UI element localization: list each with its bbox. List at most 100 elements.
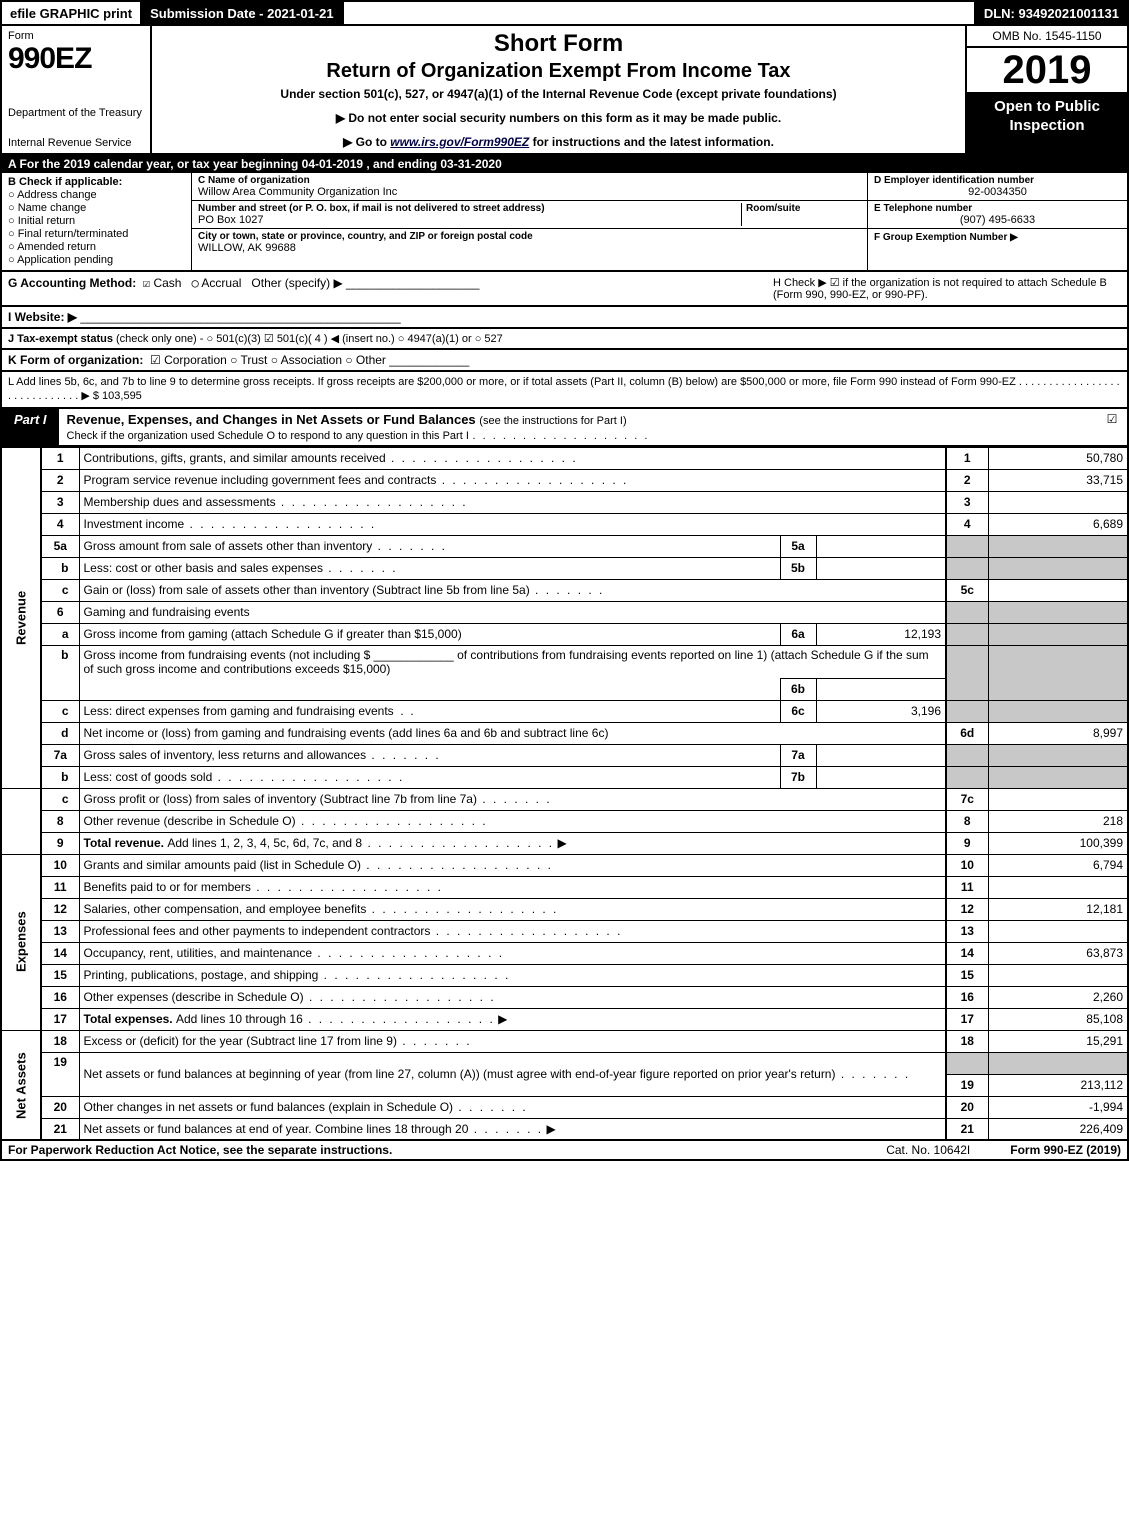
row-j: J Tax-exempt status (check only one) - ○… <box>0 329 1129 350</box>
line-15-rv <box>988 964 1128 986</box>
org-name-label: C Name of organization <box>198 175 861 186</box>
efile-print-label[interactable]: efile GRAPHIC print <box>2 2 142 24</box>
line-4-rv: 6,689 <box>988 513 1128 535</box>
arrow-icon: ▶ <box>557 836 566 850</box>
line-2-rv: 33,715 <box>988 469 1128 491</box>
line-12: 12 Salaries, other compensation, and emp… <box>1 898 1128 920</box>
line-3-rv <box>988 491 1128 513</box>
line-5c-desc: Gain or (loss) from sale of assets other… <box>84 583 530 597</box>
line-6a-num: a <box>41 623 79 645</box>
department-label: Department of the Treasury <box>8 107 144 119</box>
line-6a-mn: 6a <box>780 623 816 645</box>
line-6b-mv <box>816 678 946 700</box>
side-expenses: Expenses <box>1 854 41 1030</box>
chk-amended-return[interactable]: ○ Amended return <box>8 241 185 253</box>
instructions-post: for instructions and the latest informat… <box>529 135 774 149</box>
tax-exempt-opts[interactable]: ○ 501(c)(3) ☑ 501(c)( 4 ) ◀ (insert no.)… <box>207 333 503 345</box>
line-8: 8 Other revenue (describe in Schedule O)… <box>1 810 1128 832</box>
chk-application-pending[interactable]: ○ Application pending <box>8 254 185 266</box>
line-8-num: 8 <box>41 810 79 832</box>
line-11-rv <box>988 876 1128 898</box>
line-6: 6 Gaming and fundraising events <box>1 601 1128 623</box>
line-11-rn: 11 <box>946 876 988 898</box>
line-14: 14 Occupancy, rent, utilities, and maint… <box>1 942 1128 964</box>
line-5b-mv <box>816 557 946 579</box>
line-7c-rv <box>988 788 1128 810</box>
line-9-desc: Add lines 1, 2, 3, 4, 5c, 6d, 7c, and 8 <box>167 836 362 850</box>
line-7b-desc: Less: cost of goods sold <box>84 770 213 784</box>
line-6a-rn <box>946 623 988 645</box>
line-18-num: 18 <box>41 1030 79 1052</box>
chk-cash[interactable]: ☑ <box>143 276 150 290</box>
chk-initial-return[interactable]: ○ Initial return <box>8 215 185 227</box>
part-1-checkbox[interactable]: ☑ <box>1097 409 1127 445</box>
phone-value: (907) 495-6633 <box>874 214 1121 226</box>
line-6c-mn: 6c <box>780 700 816 722</box>
row-g: G Accounting Method: ☑ Cash ○ Accrual Ot… <box>2 272 767 305</box>
line-13-num: 13 <box>41 920 79 942</box>
chk-address-change[interactable]: ○ Address change <box>8 189 185 201</box>
line-6b-rn <box>946 645 988 700</box>
line-10: Expenses 10 Grants and similar amounts p… <box>1 854 1128 876</box>
line-16-rn: 16 <box>946 986 988 1008</box>
line-7c-desc: Gross profit or (loss) from sales of inv… <box>84 792 477 806</box>
line-6a: a Gross income from gaming (attach Sched… <box>1 623 1128 645</box>
ein-value: 92-0034350 <box>874 186 1121 198</box>
form-header: Form 990EZ Department of the Treasury In… <box>0 26 1129 155</box>
room-label: Room/suite <box>746 203 861 214</box>
chk-name-change[interactable]: ○ Name change <box>8 202 185 214</box>
line-7a-mv <box>816 744 946 766</box>
section-b-heading: B Check if applicable: <box>8 176 185 188</box>
line-7b-rv <box>988 766 1128 788</box>
side-blank-1 <box>1 788 41 854</box>
line-18-rn: 18 <box>946 1030 988 1052</box>
arrow-icon: ▶ <box>546 1122 555 1136</box>
identification-block: B Check if applicable: ○ Address change … <box>0 173 1129 272</box>
header-center: Short Form Return of Organization Exempt… <box>152 26 967 153</box>
row-l-text: L Add lines 5b, 6c, and 7b to line 9 to … <box>8 376 1120 402</box>
line-13: 13 Professional fees and other payments … <box>1 920 1128 942</box>
line-4-num: 4 <box>41 513 79 535</box>
instructions-link[interactable]: www.irs.gov/Form990EZ <box>390 135 529 149</box>
dots <box>473 430 650 442</box>
line-5a-rv <box>988 535 1128 557</box>
line-6-rv <box>988 601 1128 623</box>
line-3-num: 3 <box>41 491 79 513</box>
side-revenue: Revenue <box>1 447 41 788</box>
line-6c-mv: 3,196 <box>816 700 946 722</box>
other-specify: Other (specify) ▶ <box>251 276 342 290</box>
line-5b: b Less: cost or other basis and sales ex… <box>1 557 1128 579</box>
row-g-h: G Accounting Method: ☑ Cash ○ Accrual Ot… <box>0 272 1129 307</box>
line-6a-mv: 12,193 <box>816 623 946 645</box>
chk-accrual[interactable]: ○ <box>191 276 198 290</box>
line-5c-num: c <box>41 579 79 601</box>
submission-date: Submission Date - 2021-01-21 <box>142 2 344 24</box>
line-2-num: 2 <box>41 469 79 491</box>
line-11-num: 11 <box>41 876 79 898</box>
line-3-desc: Membership dues and assessments <box>84 495 276 509</box>
page-footer: For Paperwork Reduction Act Notice, see … <box>0 1141 1129 1161</box>
line-17-rv: 85,108 <box>988 1008 1128 1030</box>
form-org-opts[interactable]: ☑ Corporation ○ Trust ○ Association ○ Ot… <box>150 353 386 367</box>
line-9-rn: 9 <box>946 832 988 854</box>
footer-cat: Cat. No. 10642I <box>846 1143 1010 1157</box>
tax-period-row: A For the 2019 calendar year, or tax yea… <box>0 155 1129 173</box>
line-5a-rn <box>946 535 988 557</box>
line-15-rn: 15 <box>946 964 988 986</box>
part-1-table: Revenue 1 Contributions, gifts, grants, … <box>0 447 1129 1142</box>
line-11-desc: Benefits paid to or for members <box>84 880 251 894</box>
city-value: WILLOW, AK 99688 <box>198 242 861 254</box>
line-20-num: 20 <box>41 1096 79 1118</box>
chk-final-return[interactable]: ○ Final return/terminated <box>8 228 185 240</box>
dln-label: DLN: 93492021001131 <box>974 2 1127 24</box>
line-12-desc: Salaries, other compensation, and employ… <box>84 902 367 916</box>
line-6d: d Net income or (loss) from gaming and f… <box>1 722 1128 744</box>
line-6d-num: d <box>41 722 79 744</box>
line-15-num: 15 <box>41 964 79 986</box>
line-14-rn: 14 <box>946 942 988 964</box>
row-l: L Add lines 5b, 6c, and 7b to line 9 to … <box>0 372 1129 409</box>
side-netassets: Net Assets <box>1 1030 41 1140</box>
line-5a-mn: 5a <box>780 535 816 557</box>
row-k: K Form of organization: ☑ Corporation ○ … <box>0 350 1129 372</box>
line-6a-desc: Gross income from gaming (attach Schedul… <box>84 627 462 641</box>
